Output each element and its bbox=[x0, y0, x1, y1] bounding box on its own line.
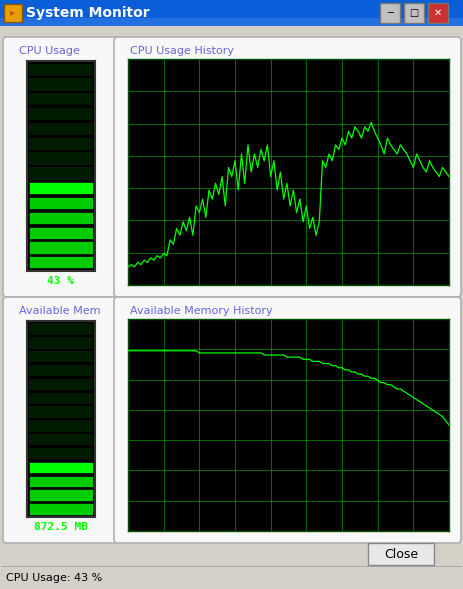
Bar bbox=[29, 392, 93, 404]
Text: System Monitor: System Monitor bbox=[26, 6, 149, 20]
Bar bbox=[29, 78, 93, 91]
Bar bbox=[29, 241, 93, 254]
Bar bbox=[29, 138, 93, 150]
Text: □: □ bbox=[408, 8, 418, 18]
FancyBboxPatch shape bbox=[114, 37, 460, 297]
Bar bbox=[29, 337, 93, 349]
Bar bbox=[29, 167, 93, 180]
Bar bbox=[29, 503, 93, 515]
Text: Available Memory History: Available Memory History bbox=[130, 306, 272, 316]
Text: Close: Close bbox=[383, 548, 417, 561]
Text: ✕: ✕ bbox=[433, 8, 441, 18]
Bar bbox=[29, 93, 93, 105]
Text: ─: ─ bbox=[386, 8, 392, 18]
Bar bbox=[29, 379, 93, 390]
Bar bbox=[29, 351, 93, 362]
Bar bbox=[29, 64, 93, 76]
Bar bbox=[367, 543, 433, 565]
Bar bbox=[29, 323, 93, 335]
Bar bbox=[379, 3, 399, 23]
Text: ▶: ▶ bbox=[10, 10, 16, 16]
Text: 43 %: 43 % bbox=[47, 276, 75, 286]
Bar bbox=[0, 18, 463, 26]
FancyBboxPatch shape bbox=[114, 297, 460, 543]
Bar bbox=[29, 182, 93, 194]
FancyBboxPatch shape bbox=[3, 297, 119, 543]
Bar bbox=[427, 3, 447, 23]
Bar bbox=[29, 448, 93, 459]
Bar bbox=[29, 123, 93, 135]
Bar bbox=[29, 365, 93, 376]
Bar bbox=[29, 489, 93, 501]
Bar bbox=[29, 434, 93, 445]
FancyBboxPatch shape bbox=[3, 37, 119, 297]
Bar bbox=[403, 3, 423, 23]
Bar bbox=[0, 0, 463, 26]
Bar bbox=[29, 108, 93, 120]
Text: CPU Usage: 43 %: CPU Usage: 43 % bbox=[6, 573, 102, 583]
Text: Available Mem: Available Mem bbox=[19, 306, 100, 316]
Bar bbox=[29, 256, 93, 269]
Text: 872.5 MB: 872.5 MB bbox=[34, 522, 88, 532]
Bar bbox=[29, 197, 93, 209]
Bar bbox=[4, 4, 22, 22]
Bar bbox=[29, 406, 93, 418]
Bar bbox=[29, 462, 93, 473]
Bar bbox=[2, 566, 461, 567]
Bar bbox=[29, 475, 93, 487]
Bar bbox=[29, 153, 93, 165]
Bar bbox=[29, 211, 93, 224]
Bar bbox=[29, 420, 93, 432]
Text: CPU Usage History: CPU Usage History bbox=[130, 46, 233, 56]
Bar bbox=[29, 227, 93, 239]
Text: CPU Usage: CPU Usage bbox=[19, 46, 80, 56]
